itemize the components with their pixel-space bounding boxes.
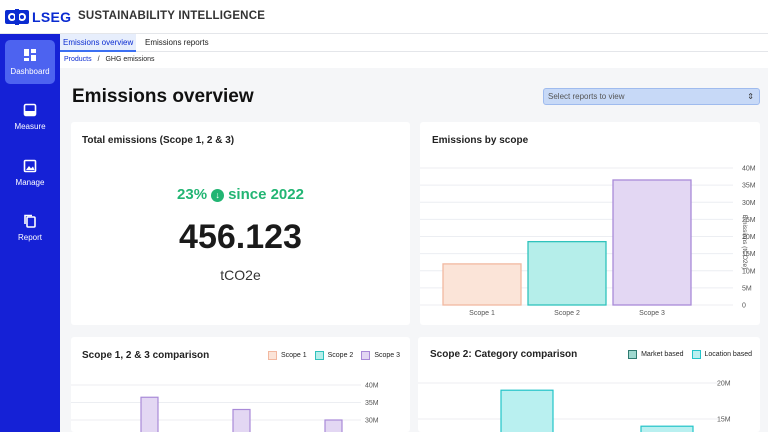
card-title: Total emissions (Scope 1, 2 & 3) bbox=[82, 135, 235, 146]
y-tick-label: 20M bbox=[742, 234, 756, 241]
chart-title: Scope 1, 2 & 3 comparison bbox=[82, 350, 210, 361]
sidebar-item-label: Report bbox=[17, 233, 42, 242]
y-tick-label: 5M bbox=[742, 285, 752, 292]
sidebar-item-dashboard[interactable]: Dashboard bbox=[5, 40, 55, 84]
total-emissions-unit: tCO2e bbox=[220, 267, 261, 283]
chart-legend: Market based Location based bbox=[620, 350, 752, 359]
lseg-crest-icon bbox=[5, 9, 29, 25]
x-tick-label: Scope 3 bbox=[639, 310, 665, 317]
bar-market-based bbox=[500, 389, 554, 432]
legend-label: Scope 2 bbox=[327, 352, 354, 359]
sidebar-item-manage[interactable]: Manage bbox=[5, 151, 55, 195]
legend-label: Location based bbox=[704, 351, 752, 358]
bar-scope3 bbox=[324, 419, 343, 432]
breadcrumb-current: GHG emissions bbox=[105, 56, 155, 63]
bar-scope3 bbox=[140, 396, 159, 432]
y-tick-label: 40M bbox=[742, 166, 756, 173]
change-percent: 23% bbox=[177, 186, 208, 203]
page-title: Emissions overview bbox=[72, 86, 254, 107]
y-tick-label: 15M bbox=[717, 417, 731, 424]
y-tick-label: 0 bbox=[742, 303, 746, 310]
bar-scope1 bbox=[442, 263, 522, 306]
bar-scope3 bbox=[612, 179, 692, 306]
tab-emissions-reports[interactable]: Emissions reports bbox=[145, 38, 209, 47]
legend-label: Scope 3 bbox=[374, 352, 400, 359]
lseg-logo[interactable]: LSEG bbox=[4, 7, 71, 27]
legend-swatch-location bbox=[691, 350, 701, 359]
bar-scope3 bbox=[232, 408, 251, 432]
sidebar: Dashboard Measure Manage Report bbox=[0, 34, 60, 432]
scope2-category-card: Scope 2: Category comparison Market base… bbox=[418, 337, 760, 432]
breadcrumb-products-link[interactable]: Products bbox=[64, 56, 92, 63]
x-tick-label: Scope 2 bbox=[554, 310, 580, 317]
legend-swatch-scope2 bbox=[314, 351, 324, 360]
sidebar-item-report[interactable]: Report bbox=[5, 206, 55, 250]
breadcrumb-separator: / bbox=[97, 56, 100, 63]
y-axis-label: Emissions (tCO2e) bbox=[741, 215, 748, 270]
copy-icon bbox=[24, 214, 36, 228]
emissions-by-scope-card: Emissions by scope 40M 35M 30M 25M 20M 15M 10M… bbox=[420, 122, 760, 325]
scope-comparison-chart: 40M 35M 30M bbox=[71, 383, 379, 432]
tab-emissions-overview[interactable]: Emissions overview bbox=[60, 34, 137, 52]
y-tick-label: 40M bbox=[365, 383, 379, 390]
legend-swatch-market bbox=[628, 350, 638, 359]
sidebar-item-label: Dashboard bbox=[10, 67, 50, 76]
legend-swatch-scope1 bbox=[267, 351, 277, 360]
arrow-down-icon: ↓ bbox=[211, 189, 225, 202]
y-tick-label: 25M bbox=[742, 217, 756, 224]
bar-scope2 bbox=[527, 240, 607, 306]
measure-icon bbox=[23, 103, 37, 117]
bar-location-based bbox=[640, 425, 694, 432]
sidebar-item-label: Manage bbox=[15, 178, 45, 187]
y-tick-label: 35M bbox=[365, 400, 379, 407]
breadcrumb: Products / GHG emissions bbox=[64, 54, 155, 66]
emissions-change: 23% ↓ since 2022 bbox=[71, 186, 410, 203]
sidebar-item-measure[interactable]: Measure bbox=[5, 95, 55, 139]
legend-label: Market based bbox=[641, 351, 684, 358]
emissions-by-scope-chart: 40M 35M 30M 25M 20M 15M 10M 5M 0 Emissions (tCO2e… bbox=[420, 166, 756, 317]
app-title: SUSTAINABILITY INTELLIGENCE bbox=[78, 10, 266, 22]
legend-swatch-scope3 bbox=[361, 351, 371, 360]
brand-name: LSEG bbox=[32, 9, 72, 25]
report-select[interactable]: Select reports to view ⇕ bbox=[543, 88, 760, 105]
scope-comparison-card: Scope 1, 2 & 3 comparison Scope 1 Scope … bbox=[71, 337, 410, 432]
dashboard-icon bbox=[24, 49, 36, 61]
y-tick-label: 30M bbox=[365, 418, 379, 425]
chart-title: Emissions by scope bbox=[432, 135, 529, 146]
y-tick-label: 20M bbox=[717, 381, 731, 388]
chart-legend: Scope 1 Scope 2 Scope 3 bbox=[260, 351, 400, 360]
x-tick-label: Scope 1 bbox=[469, 310, 495, 317]
y-tick-label: 10M bbox=[742, 268, 756, 275]
chevron-updown-icon: ⇕ bbox=[747, 92, 754, 101]
scope2-category-chart: 20M 15M bbox=[418, 381, 731, 432]
chart-title: Scope 2: Category comparison bbox=[430, 349, 578, 360]
top-bar: LSEG SUSTAINABILITY INTELLIGENCE bbox=[0, 0, 768, 34]
total-emissions-card: Total emissions (Scope 1, 2 & 3) 23% ↓ sin… bbox=[71, 122, 410, 325]
y-tick-label: 15M bbox=[742, 251, 756, 258]
y-tick-label: 30M bbox=[742, 200, 756, 207]
change-since: since 2022 bbox=[228, 186, 304, 203]
y-tick-label: 35M bbox=[742, 183, 756, 190]
report-select-placeholder: Select reports to view bbox=[548, 92, 625, 101]
tab-bar: Emissions overview Emissions reports bbox=[60, 34, 768, 52]
legend-label: Scope 1 bbox=[280, 352, 307, 359]
total-emissions-value: 456.123 bbox=[179, 218, 302, 256]
sidebar-item-label: Measure bbox=[14, 122, 46, 131]
image-icon bbox=[23, 159, 37, 173]
